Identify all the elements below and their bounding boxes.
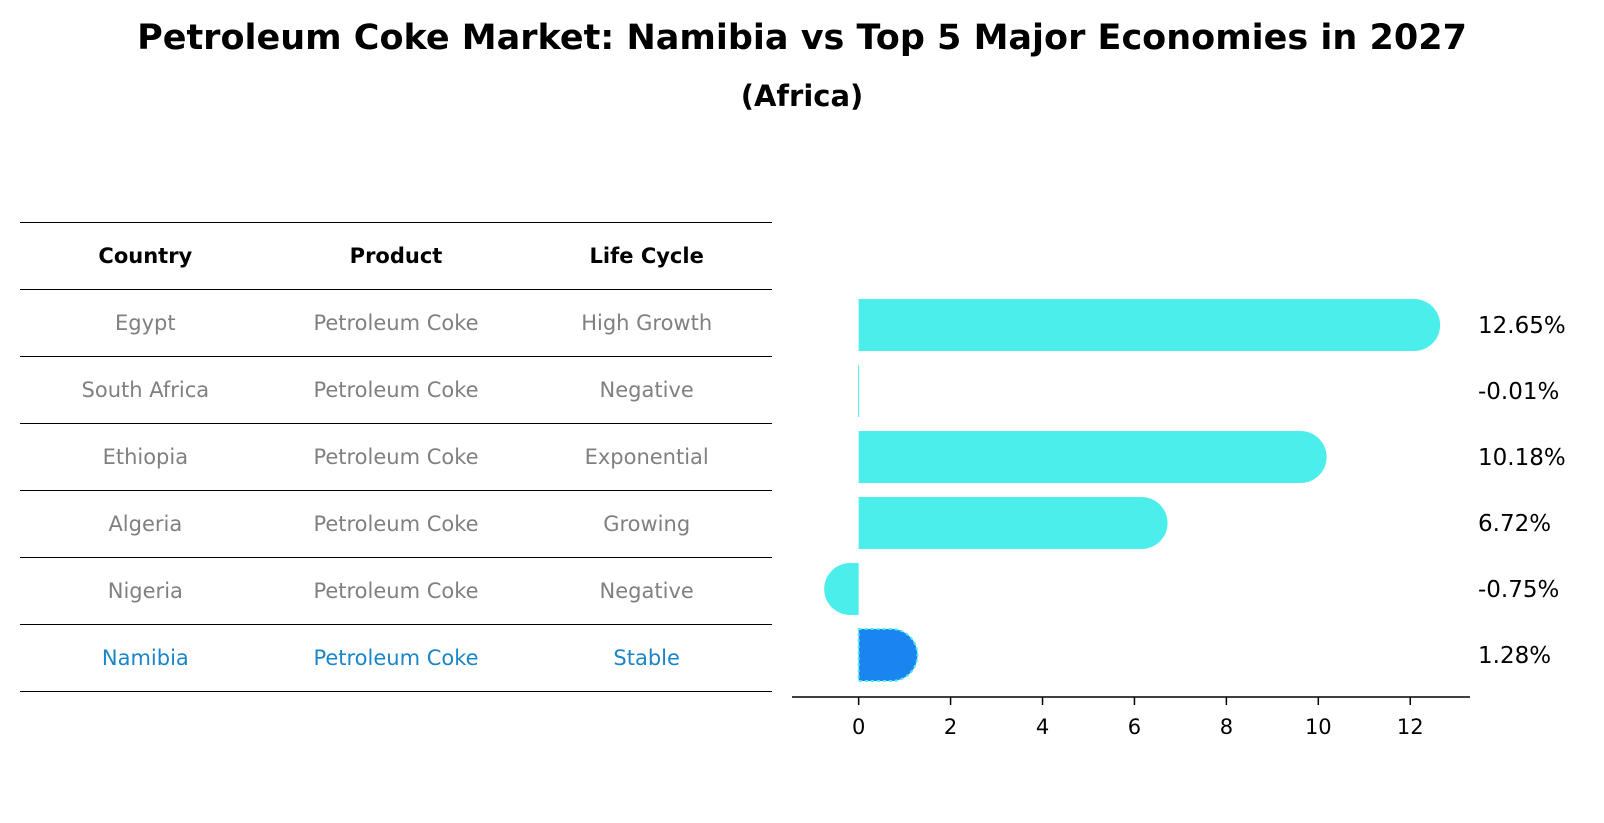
header-product: Product: [349, 244, 443, 268]
cell-life-cycle: Exponential: [584, 445, 709, 469]
x-tick-label-10: 10: [1305, 715, 1332, 739]
bar-algeria: [858, 497, 1168, 549]
cell-life-cycle: Growing: [603, 512, 691, 536]
x-tick-label-2: 2: [944, 715, 957, 739]
cell-product: Petroleum Coke: [313, 646, 479, 670]
table-row: Algeria Petroleum Coke Growing: [20, 490, 772, 557]
cell-life-cycle: Stable: [613, 646, 680, 670]
cell-product: Petroleum Coke: [313, 512, 479, 536]
value-label-south-africa: -0.01%: [1478, 379, 1559, 405]
bar-egypt: [858, 299, 1441, 351]
table-header-row: Country Product Life Cycle: [20, 222, 772, 289]
country-table: Country Product Life Cycle Egypt Petrole…: [20, 222, 772, 692]
cell-country: Ethiopia: [102, 445, 189, 469]
bar-ethiopia: [858, 431, 1327, 483]
chart-title: Petroleum Coke Market: Namibia vs Top 5 …: [137, 18, 1467, 58]
x-tick-label-0: 0: [852, 715, 865, 739]
cell-product: Petroleum Coke: [313, 311, 479, 335]
cell-life-cycle: Negative: [599, 579, 694, 603]
table-row-highlighted: Namibia Petroleum Coke Stable: [20, 624, 772, 692]
table-row: South Africa Petroleum Coke Negative: [20, 356, 772, 423]
bar-south-africa: [858, 365, 860, 417]
chart-subtitle: (Africa): [740, 79, 864, 113]
bar-nigeria: [824, 563, 859, 615]
cell-country: Algeria: [108, 512, 183, 536]
value-label-ethiopia: 10.18%: [1478, 445, 1566, 471]
table-row: Nigeria Petroleum Coke Negative: [20, 557, 772, 624]
table-row: Ethiopia Petroleum Coke Exponential: [20, 423, 772, 490]
x-tick-label-8: 8: [1220, 715, 1233, 739]
value-label-algeria: 6.72%: [1478, 511, 1551, 537]
cell-life-cycle: Negative: [599, 378, 694, 402]
header-country: Country: [98, 244, 193, 268]
value-label-namibia: 1.28%: [1478, 643, 1551, 669]
cell-product: Petroleum Coke: [313, 378, 479, 402]
cell-product: Petroleum Coke: [313, 579, 479, 603]
cell-country: Namibia: [101, 646, 189, 670]
cell-life-cycle: High Growth: [581, 311, 713, 335]
x-tick-label-4: 4: [1036, 715, 1049, 739]
x-tick-label-6: 6: [1128, 715, 1141, 739]
cell-country: Nigeria: [107, 579, 183, 603]
header-life-cycle: Life Cycle: [589, 244, 704, 268]
table-row: Egypt Petroleum Coke High Growth: [20, 289, 772, 356]
x-tick-label-12: 12: [1397, 715, 1424, 739]
value-label-egypt: 12.65%: [1478, 313, 1566, 339]
cell-country: Egypt: [115, 311, 176, 335]
cell-product: Petroleum Coke: [313, 445, 479, 469]
cell-country: South Africa: [81, 378, 210, 402]
bar-namibia: [857, 628, 919, 682]
value-label-nigeria: -0.75%: [1478, 577, 1559, 603]
